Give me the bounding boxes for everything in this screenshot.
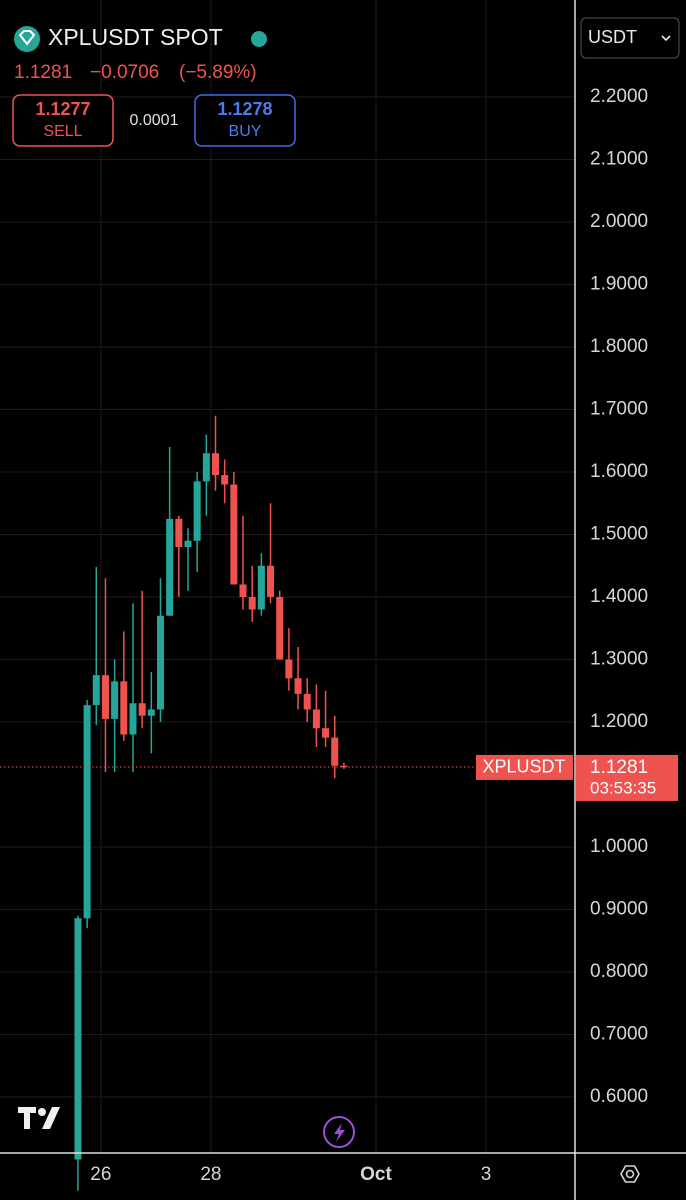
y-tick-label: 2.1000 xyxy=(590,149,648,170)
settings-button[interactable] xyxy=(620,1165,640,1183)
symbol-logo xyxy=(14,26,40,52)
price-tag-value: 1.1281 xyxy=(590,757,648,778)
axes: 0.6000 0.7000 0.8000 0.9000 1.0000 1.2000 1.30… xyxy=(90,86,678,1185)
candle-body xyxy=(322,728,330,738)
y-tick-label: 1.8000 xyxy=(590,336,648,357)
candle-body xyxy=(239,584,247,597)
candle-body xyxy=(221,475,229,485)
gear-icon xyxy=(620,1165,640,1183)
y-tick-label: 0.8000 xyxy=(590,961,648,982)
sell-button[interactable] xyxy=(12,94,114,147)
market-status-dot xyxy=(251,31,267,47)
price-change-pct: (−5.89%) xyxy=(179,62,257,83)
price-change: −0.0706 xyxy=(90,62,159,83)
spread: 0.0001 xyxy=(130,112,179,129)
y-tick-label: 2.2000 xyxy=(590,86,648,107)
candles xyxy=(0,415,575,1191)
candle-body xyxy=(101,675,109,719)
sell-label: SELL xyxy=(43,123,82,140)
y-tick-label: 1.9000 xyxy=(590,274,648,295)
candle-body xyxy=(230,484,238,585)
symbol-tag-label: XPLUSDT xyxy=(482,757,565,777)
price-tag xyxy=(576,754,678,801)
y-tick-label: 1.5000 xyxy=(590,524,648,545)
symbol-tag xyxy=(476,754,573,780)
candle-body xyxy=(257,565,265,610)
buy-label: BUY xyxy=(229,123,262,140)
y-tick-label: 1.6000 xyxy=(590,461,648,482)
x-tick-label: 28 xyxy=(200,1164,221,1185)
buy-price: 1.1278 xyxy=(217,99,272,119)
x-tick-label: Oct xyxy=(360,1164,392,1185)
y-tick-label: 0.6000 xyxy=(590,1086,648,1107)
candle-body xyxy=(212,453,220,476)
candle-body xyxy=(147,709,155,716)
candle-body xyxy=(202,453,210,482)
price-tag-countdown: 03:53:35 xyxy=(590,778,656,797)
y-tick-label: 0.7000 xyxy=(590,1024,648,1045)
candle-body xyxy=(120,681,128,735)
buy-button[interactable] xyxy=(194,94,296,147)
candle-body xyxy=(303,693,311,710)
candle-body xyxy=(156,615,164,710)
candle-body xyxy=(83,705,91,919)
currency-label: USDT xyxy=(588,27,637,47)
last-price: 1.1281 xyxy=(14,62,72,83)
candle-body xyxy=(184,540,192,547)
candle-body xyxy=(166,518,174,616)
candle-body xyxy=(285,659,293,679)
candle-body xyxy=(111,681,119,719)
x-tick-label: 3 xyxy=(481,1164,492,1185)
candle-body xyxy=(129,703,137,735)
y-tick-label: 2.0000 xyxy=(590,211,648,232)
symbol-title: XPLUSDT SPOT xyxy=(48,24,223,50)
currency-dropdown[interactable] xyxy=(580,17,680,59)
candle-body xyxy=(193,481,201,541)
candle-body xyxy=(267,565,275,597)
y-tick-label: 1.0000 xyxy=(590,836,648,857)
tradingview-logo xyxy=(18,1107,60,1129)
y-tick-label: 1.4000 xyxy=(590,586,648,607)
candle-body xyxy=(175,518,183,547)
logo-gem xyxy=(18,30,36,46)
candle-body xyxy=(138,703,146,716)
y-tick-label: 0.9000 xyxy=(590,899,648,920)
candle-body xyxy=(331,737,339,766)
candle-body xyxy=(340,765,348,768)
lightning-icon xyxy=(334,1123,345,1142)
dropdown-caret xyxy=(661,35,671,42)
gear-center xyxy=(625,1169,635,1179)
candle-body xyxy=(294,678,302,694)
candle-body xyxy=(276,597,284,660)
candle-body xyxy=(248,597,256,610)
y-tick-label: 1.3000 xyxy=(590,649,648,670)
candle-body xyxy=(74,918,82,1160)
sell-price: 1.1277 xyxy=(35,99,90,119)
grid xyxy=(0,0,575,1153)
x-tick-label: 26 xyxy=(90,1164,111,1185)
candle-body xyxy=(92,675,100,706)
y-tick-label: 1.2000 xyxy=(590,711,648,732)
candle-body xyxy=(312,709,320,729)
y-tick-label: 1.7000 xyxy=(590,399,648,420)
